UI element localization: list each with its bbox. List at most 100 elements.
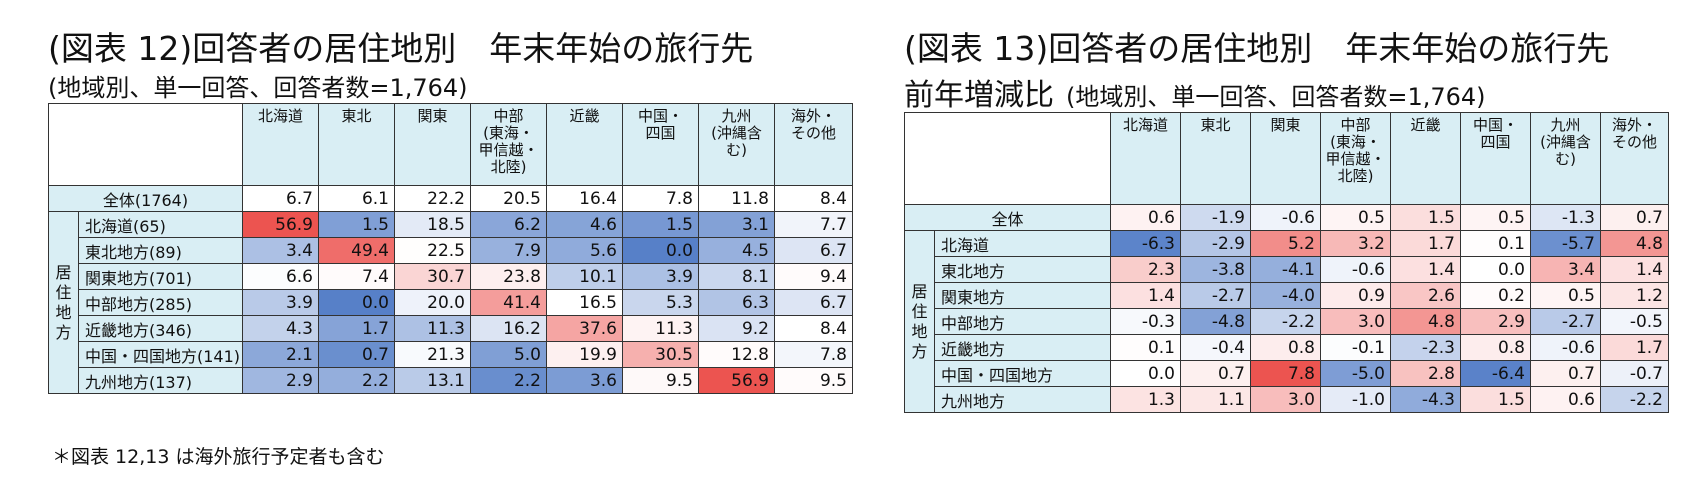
figure12-title: (図表 12)回答者の居住地別 年末年始の旅行先 — [48, 29, 754, 68]
column-header: 九州 (沖縄含 む) — [1530, 112, 1601, 205]
heatmap-cell: -4.3 — [1390, 386, 1461, 413]
column-header-line: (東海・ — [483, 124, 534, 142]
column-header-line: (東海・ — [1330, 133, 1381, 151]
heatmap-cell: 0.7 — [1530, 360, 1601, 387]
heatmap-cell: -2.9 — [1180, 230, 1251, 257]
heatmap-cell: 4.6 — [546, 211, 623, 238]
heatmap-cell: 0.0 — [622, 237, 699, 264]
heatmap-cell: -6.3 — [1110, 230, 1181, 257]
column-header: 東北 — [318, 103, 395, 186]
heatmap-cell: 0.1 — [1110, 334, 1181, 361]
heatmap-cell: 11.3 — [622, 315, 699, 342]
heatmap-cell: 7.9 — [470, 237, 547, 264]
heatmap-cell: 1.4 — [1390, 256, 1461, 283]
heatmap-cell: 3.9 — [622, 263, 699, 290]
heatmap-cell: 6.7 — [774, 237, 853, 264]
heatmap-cell: -0.7 — [1600, 360, 1669, 387]
row-group-char: 居 — [911, 281, 928, 301]
row-label: 中部地方 — [934, 308, 1111, 335]
heatmap-cell: 56.9 — [242, 211, 319, 238]
heatmap-cell: 7.7 — [774, 211, 853, 238]
row-group-char: 地 — [55, 302, 72, 322]
column-header: 中部 (東海・ 甲信越・ 北陸) — [1320, 112, 1391, 205]
heatmap-cell: 8.1 — [698, 263, 775, 290]
heatmap-cell: 30.7 — [394, 263, 471, 290]
column-header-line: 海外・ — [790, 107, 836, 125]
column-header-line: 四国 — [1480, 133, 1511, 151]
column-header-line: 九州 — [1550, 116, 1581, 134]
column-header-line: 関東 — [1270, 116, 1301, 134]
heatmap-cell: -2.2 — [1600, 386, 1669, 413]
heatmap-cell: 3.1 — [698, 211, 775, 238]
heatmap-cell: 13.1 — [394, 367, 471, 394]
heatmap-cell: 2.9 — [242, 367, 319, 394]
total-cell: 20.5 — [470, 185, 547, 212]
heatmap-cell: 0.9 — [1320, 282, 1391, 309]
heatmap-cell: 1.1 — [1180, 386, 1251, 413]
heatmap-cell: 19.9 — [546, 341, 623, 368]
heatmap-cell: 10.1 — [546, 263, 623, 290]
column-header-line: 中国・ — [637, 107, 683, 125]
heatmap-cell: 12.8 — [698, 341, 775, 368]
heatmap-cell: 16.2 — [470, 315, 547, 342]
heatmap-cell: 2.2 — [470, 367, 547, 394]
heatmap-cell: 1.5 — [318, 211, 395, 238]
column-header-line: その他 — [790, 124, 836, 142]
heatmap-cell: 0.0 — [318, 289, 395, 316]
total-cell: 7.8 — [622, 185, 699, 212]
heatmap-cell: 56.9 — [698, 367, 775, 394]
heatmap-cell: -2.7 — [1530, 308, 1601, 335]
row-group-char: 居 — [55, 262, 72, 282]
heatmap-cell: 0.6 — [1530, 386, 1601, 413]
row-group-char: 方 — [911, 341, 928, 361]
heatmap-cell: 9.4 — [774, 263, 853, 290]
heatmap-cell: 16.5 — [546, 289, 623, 316]
heatmap-cell: 20.0 — [394, 289, 471, 316]
heatmap-cell: 7.8 — [1250, 360, 1321, 387]
total-cell: -1.9 — [1180, 204, 1251, 231]
row-label: 東北地方 — [934, 256, 1111, 283]
column-header: 関東 — [394, 103, 471, 186]
heatmap-cell: 1.4 — [1600, 256, 1669, 283]
heatmap-cell: -0.4 — [1180, 334, 1251, 361]
column-header-line: 中部 — [493, 107, 524, 125]
heatmap-cell: 0.7 — [318, 341, 395, 368]
heatmap-cell: 3.4 — [1530, 256, 1601, 283]
column-header: 海外・ その他 — [1600, 112, 1669, 205]
column-header-line: 甲信越・ — [478, 141, 539, 159]
column-header-line: 北海道 — [257, 107, 303, 125]
heatmap-cell: 3.9 — [242, 289, 319, 316]
total-cell: 8.4 — [774, 185, 853, 212]
figure13-title-line2: 前年増減比 (地域別、単一回答、回答者数=1,764) — [904, 70, 1486, 114]
footnote: ＊図表 12,13 は海外旅行予定者も含む — [52, 446, 385, 468]
heatmap-cell: 0.2 — [1460, 282, 1531, 309]
heatmap-cell: 3.2 — [1320, 230, 1391, 257]
heatmap-cell: -2.7 — [1180, 282, 1251, 309]
heatmap-cell: -0.3 — [1110, 308, 1181, 335]
total-cell: 16.4 — [546, 185, 623, 212]
figure13-title: (図表 13)回答者の居住地別 年末年始の旅行先 — [904, 29, 1610, 68]
total-cell: 6.7 — [242, 185, 319, 212]
heatmap-cell: -0.6 — [1530, 334, 1601, 361]
heatmap-cell: 1.5 — [622, 211, 699, 238]
heatmap-cell: 0.5 — [1530, 282, 1601, 309]
heatmap-cell: 1.2 — [1600, 282, 1669, 309]
column-header-line: 近畿 — [569, 107, 600, 125]
heatmap-cell: -5.0 — [1320, 360, 1391, 387]
heatmap-cell: 0.8 — [1460, 334, 1531, 361]
column-header-line: 中部 — [1340, 116, 1371, 134]
heatmap-cell: 21.3 — [394, 341, 471, 368]
heatmap-cell: -1.0 — [1320, 386, 1391, 413]
row-group-char: 住 — [55, 282, 72, 302]
heatmap-cell: 5.3 — [622, 289, 699, 316]
heatmap-cell: 6.2 — [470, 211, 547, 238]
header-corner — [48, 103, 243, 186]
total-row-label: 全体(1764) — [48, 185, 243, 212]
figure13-title-line2-text: 前年増減比 — [904, 78, 1054, 113]
row-group-label: 居住地方 — [48, 211, 79, 394]
column-header-line: 近畿 — [1410, 116, 1441, 134]
row-group-label: 居住地方 — [904, 230, 935, 413]
column-header: 近畿 — [1390, 112, 1461, 205]
column-header-line: 四国 — [645, 124, 676, 142]
heatmap-cell: 1.5 — [1460, 386, 1531, 413]
